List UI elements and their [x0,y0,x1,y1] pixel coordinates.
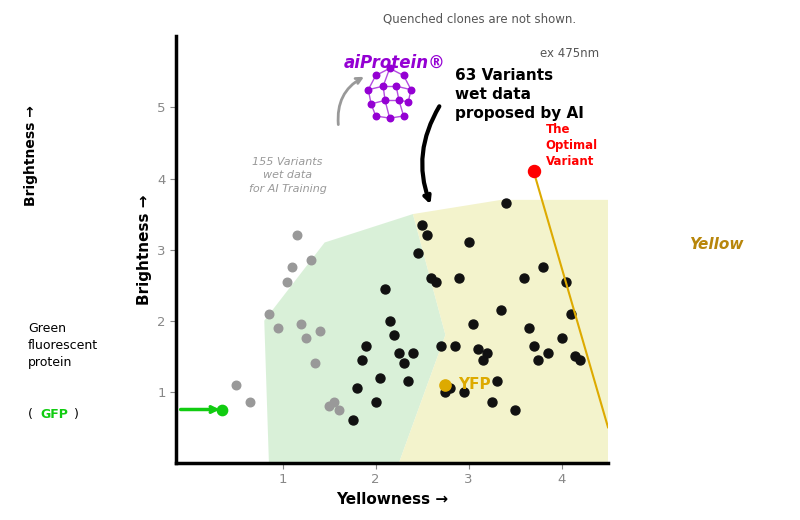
Text: YFP: YFP [458,377,491,392]
Point [390,82,402,90]
Text: GFP: GFP [40,408,68,421]
Text: 155 Variants
wet data
for AI Training: 155 Variants wet data for AI Training [249,157,326,193]
Point [290,231,303,240]
Point [309,359,322,368]
Point [262,309,275,318]
Point [439,387,452,396]
Polygon shape [264,214,446,463]
Text: ): ) [74,408,79,421]
Point [416,220,429,229]
Point [509,406,522,414]
Point [393,96,406,105]
Text: (: ( [28,408,33,421]
Point [378,96,391,105]
Point [377,82,390,90]
Point [281,278,294,286]
Point [542,348,554,357]
Point [332,406,345,414]
Point [425,274,438,282]
Point [555,334,568,343]
Point [462,238,475,246]
Point [374,373,386,382]
Y-axis label: Brightness →: Brightness → [137,194,151,305]
Point [244,398,257,407]
Point [402,377,414,385]
Point [286,263,298,271]
Point [471,345,484,353]
Text: 63 Variants
wet data
proposed by AI: 63 Variants wet data proposed by AI [454,69,583,121]
Point [476,356,489,364]
Point [216,406,229,414]
Point [370,398,382,407]
Point [494,306,507,314]
Point [518,274,530,282]
Point [439,381,452,389]
Point [398,359,410,368]
Point [304,256,317,264]
Text: ex 475nm: ex 475nm [539,47,598,60]
Point [421,231,434,240]
Point [569,352,582,360]
Point [560,278,573,286]
Point [327,398,340,407]
Point [434,342,447,350]
Point [360,342,373,350]
X-axis label: Yellowness →: Yellowness → [336,492,448,507]
Point [393,348,406,357]
Point [490,377,503,385]
Point [346,416,359,424]
Point [527,342,540,350]
Point [448,342,461,350]
Point [565,309,578,318]
Point [370,112,382,120]
Text: Brightness →: Brightness → [24,106,38,206]
Point [295,320,308,329]
Point [458,387,470,396]
Point [537,263,550,271]
Point [467,320,480,329]
Point [350,384,363,392]
Point [272,323,285,332]
Point [499,199,512,207]
Point [362,85,374,94]
Text: aiProtein®: aiProtein® [343,54,445,72]
Point [388,331,401,339]
Point [216,406,229,414]
Point [365,100,378,108]
Point [444,384,457,392]
Point [481,348,494,357]
Point [230,381,242,389]
Point [527,167,540,176]
Point [355,356,368,364]
Point [378,284,391,293]
Point [430,278,442,286]
Text: Yellow: Yellow [689,237,743,252]
Point [574,356,586,364]
Point [411,249,424,257]
Point [398,71,410,80]
Polygon shape [399,200,613,463]
Text: Green
fluorescent
protein: Green fluorescent protein [28,322,98,369]
Point [405,85,418,94]
Point [532,356,545,364]
Point [522,323,535,332]
Point [383,114,396,122]
Point [383,64,396,73]
Point [370,71,382,80]
Point [314,327,326,335]
Point [300,334,313,343]
Point [406,348,419,357]
Point [486,398,498,407]
Text: Quenched clones are not shown.: Quenched clones are not shown. [383,13,577,26]
Point [453,274,466,282]
Point [383,317,396,325]
Point [323,402,336,410]
Text: The
Optimal
Variant: The Optimal Variant [546,123,598,168]
Point [398,112,410,120]
Point [402,98,414,106]
